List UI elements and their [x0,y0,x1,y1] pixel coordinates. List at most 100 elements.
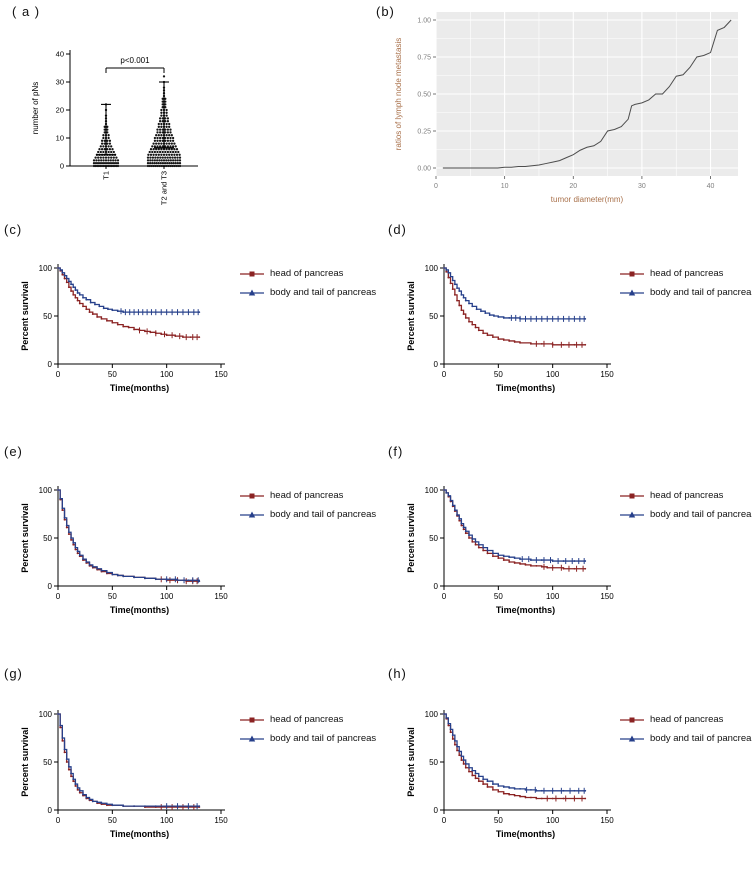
legend-label: body and tail of pancrea [650,733,752,744]
legend-item: body and tail of pancrea [620,733,751,744]
y-tick-label: 50 [429,758,438,767]
legend-item: body and tail of pancreas [240,509,376,520]
legend-label: head of pancreas [650,490,724,501]
x-tick-label: 150 [600,592,614,601]
y-axis-title: Percent survival [406,281,416,351]
panel-label-b: (b) [376,4,395,19]
legend-item: head of pancreas [620,714,751,725]
legend-d: head of pancreas body and tail of pancrea [620,268,751,298]
x-category-label: T2 and T3 [160,171,169,205]
y-axis-title: Percent survival [20,503,30,573]
legend-marker-icon [620,717,644,722]
legend-marker-icon [240,271,264,276]
legend-item: head of pancreas [240,490,376,501]
legend-marker-icon [240,735,264,741]
legend-item: body and tail of pancreas [240,733,376,744]
y-tick-label: 50 [429,534,438,543]
y-tick-label: 100 [39,710,53,719]
legend-marker-icon [620,735,644,741]
legend-item: body and tail of pancrea [620,287,751,298]
km-plot-svg: 0 50 100 150 0 50 100 Time(months) Percent survi… [20,710,228,839]
x-tick-label: 100 [160,816,174,825]
ratio-plot-svg: 0.00 0.25 0.50 0.75 1.00 0 10 20 30 40 tumor diame… [394,12,738,204]
y-tick-label: 100 [425,486,439,495]
y-tick-label: 0 [434,806,439,815]
legend-label: body and tail of pancrea [650,509,752,520]
km-plot-svg: 0 50 100 150 0 50 100 Time(months) Percent survi… [406,486,614,615]
x-tick-label: 0 [442,592,447,601]
panel-label-g: (g) [4,666,23,681]
legend-label: body and tail of pancreas [270,287,377,298]
x-axis-title: Time(months) [110,383,169,393]
legend-item: body and tail of pancrea [620,509,751,520]
series-head-of-pancreas [444,713,586,800]
y-tick-label: 100 [425,264,439,273]
x-tick-label: 50 [108,592,117,601]
legend-item: body and tail of pancreas [240,287,376,298]
km-chart-c: 0 50 100 150 0 50 100 Time(months) Percent survi… [18,246,233,411]
x-axis-title: Time(months) [110,829,169,839]
legend-marker-icon [240,717,264,722]
x-tick-label: 150 [600,370,614,379]
y-tick-label: 0 [434,360,439,369]
y-tick-label: 50 [43,312,52,321]
y-tick-label: 30 [56,78,64,87]
x-tick-label: 150 [214,816,228,825]
line-chart-b: 0.00 0.25 0.50 0.75 1.00 0 10 20 30 40 tumor diame… [390,4,745,216]
y-tick-label: 40 [56,50,64,59]
series-body-and-tail-of-pancreas [58,267,200,313]
legend-label: head of pancreas [270,714,344,725]
x-tick-label: 0 [442,816,447,825]
legend-marker-icon [620,511,644,517]
panel-label-e: (e) [4,444,23,459]
y-tick-label: 0 [48,360,53,369]
km-chart-g: 0 50 100 150 0 50 100 Time(months) Percent survi… [18,692,233,857]
x-tick-label: 50 [108,816,117,825]
legend-label: head of pancreas [650,268,724,279]
y-tick-label: 0 [48,582,53,591]
x-tick-label: 50 [494,592,503,601]
y-tick-label: 100 [39,264,53,273]
y-tick-label: 100 [39,486,53,495]
km-plot-svg: 0 50 100 150 0 50 100 Time(months) Percent survi… [20,486,228,615]
legend-g: head of pancreas body and tail of pancrea… [240,714,376,744]
y-tick-label: 20 [56,106,64,115]
legend-label: head of pancreas [270,268,344,279]
x-tick-label: 100 [160,370,174,379]
x-tick-label: 0 [442,370,447,379]
legend-f: head of pancreas body and tail of pancrea [620,490,751,520]
y-tick-label: 0.75 [417,55,431,62]
legend-label: body and tail of pancreas [270,733,377,744]
y-tick-label: 0.50 [417,92,431,99]
legend-marker-icon [620,271,644,276]
x-tick-label: 10 [501,183,509,190]
y-tick-label: 50 [429,312,438,321]
km-plot-svg: 0 50 100 150 0 50 100 Time(months) Percent survi… [20,264,228,393]
legend-item: head of pancreas [240,714,376,725]
y-axis-title: Percent survival [20,281,30,351]
y-tick-label: 50 [43,758,52,767]
x-category-label: T1 [102,171,111,180]
x-tick-label: 30 [638,183,646,190]
x-axis-title: tumor diameter(mm) [551,195,624,204]
y-axis-title: Percent survival [20,727,30,797]
y-axis-title: Percent survival [406,503,416,573]
km-plot-svg: 0 50 100 150 0 50 100 Time(months) Percent survi… [406,264,614,393]
scatter-plot-svg: 0 10 20 30 40 number of pNs T1 T2 and T3 p<0.001 [31,50,198,205]
legend-label: body and tail of pancrea [650,287,752,298]
x-axis-title: Time(months) [110,605,169,615]
series-body-and-tail-of-pancreas [444,267,586,320]
legend-marker-icon [240,289,264,295]
x-tick-label: 100 [546,816,560,825]
panel-label-d: (d) [388,222,407,237]
km-chart-d: 0 50 100 150 0 50 100 Time(months) Percent survi… [404,246,619,411]
km-chart-f: 0 50 100 150 0 50 100 Time(months) Percent survi… [404,468,619,633]
x-tick-label: 100 [546,370,560,379]
x-tick-label: 0 [434,183,438,190]
y-tick-label: 10 [56,134,64,143]
panel-label-c: (c) [4,222,23,237]
legend-label: body and tail of pancreas [270,509,377,520]
legend-c: head of pancreas body and tail of pancrea… [240,268,376,298]
legend-marker-icon [240,493,264,498]
